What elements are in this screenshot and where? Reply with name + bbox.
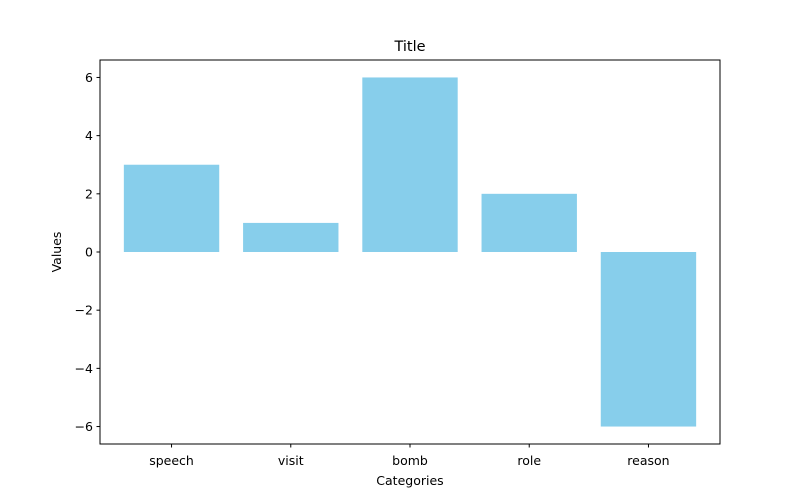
x-tick-label: visit (278, 453, 304, 468)
y-tick-label: 0 (85, 245, 93, 260)
y-tick-label: −4 (75, 361, 93, 376)
x-tick-label: speech (149, 453, 194, 468)
x-tick-label: bomb (392, 453, 428, 468)
plot-frame (99, 59, 721, 445)
x-tick-label: reason (627, 453, 669, 468)
bar-role (481, 193, 577, 252)
y-axis-ticks: −6 −4 −2 0 2 4 6 (75, 70, 100, 434)
x-tick-label: role (517, 453, 541, 468)
y-tick-label: −2 (75, 303, 93, 318)
y-axis-label: Values (49, 232, 64, 273)
x-axis-ticks: speech visit bomb role reason (149, 444, 670, 468)
y-tick-label: 2 (85, 186, 93, 201)
bar-bomb (362, 77, 458, 252)
y-tick-label: 6 (85, 70, 93, 85)
bar-visit (243, 222, 339, 252)
bar-reason (600, 252, 697, 427)
y-tick-label: −6 (75, 419, 93, 434)
y-tick-label: 4 (85, 128, 93, 143)
chart-title: Title (393, 39, 425, 55)
bars-group (123, 77, 697, 427)
bar-speech (123, 164, 220, 252)
x-axis-label: Categories (376, 473, 443, 488)
